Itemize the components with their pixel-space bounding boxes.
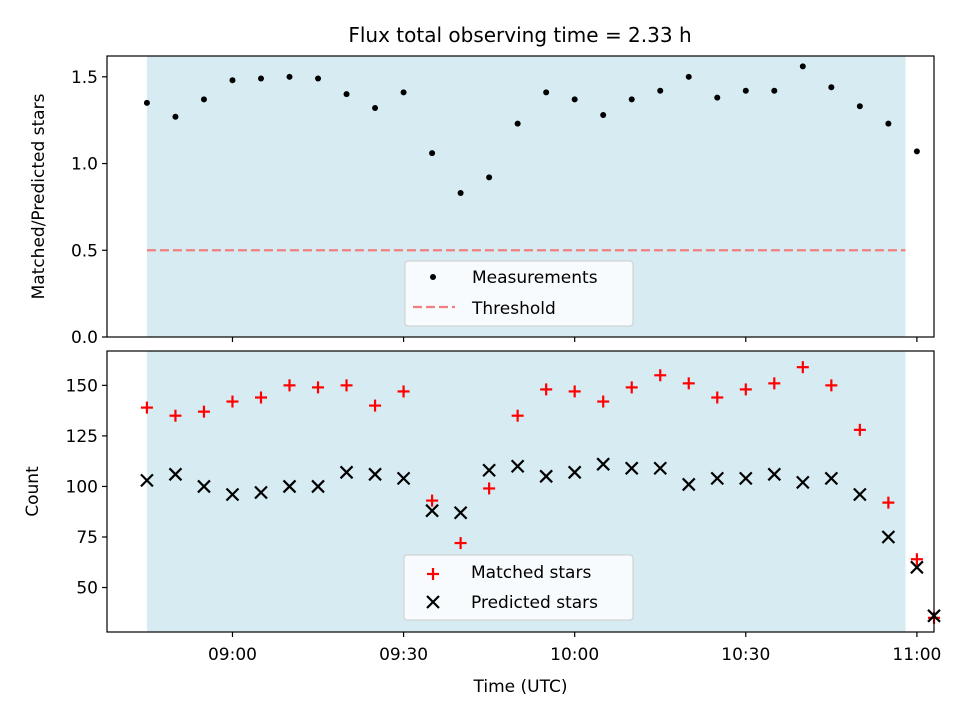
predicted-star-point — [539, 469, 553, 484]
predicted-star-point — [140, 473, 154, 488]
measurement-point — [714, 94, 721, 101]
y-axis-ticks: 50 75 100 125 150 — [66, 376, 107, 599]
measurement-point — [400, 89, 407, 96]
predicted-star-point — [482, 463, 496, 478]
predicted-star-point — [453, 505, 468, 520]
measurement-point — [172, 113, 179, 120]
predicted-star-point — [624, 461, 639, 476]
y-tick-label: 50 — [76, 579, 98, 599]
predicted-star-point — [910, 560, 924, 575]
measurement-point — [143, 99, 150, 106]
x-tick-label: 09:30 — [379, 645, 428, 665]
predicted-star-point — [225, 487, 240, 502]
measurement-point — [571, 96, 578, 103]
measurement-point — [257, 75, 264, 82]
measurement-points — [143, 63, 920, 197]
y-tick-label: 125 — [66, 427, 98, 447]
x-axis-ticks: 09:00 09:30 10:00 10:30 11:00 — [208, 632, 941, 665]
predicted-star-point — [311, 479, 325, 494]
predicted-star-point — [339, 465, 354, 480]
y-tick-label: 100 — [66, 477, 98, 497]
predicted-star-point — [425, 503, 439, 518]
predicted-star-point — [653, 461, 668, 476]
measurement-point — [200, 96, 207, 103]
predicted-star-point — [254, 485, 268, 500]
y-tick-label: 1.0 — [71, 155, 98, 175]
predicted-star-point — [567, 465, 582, 480]
predicted-star-point — [168, 467, 183, 482]
ratio-panel-frame — [106, 55, 935, 338]
measurement-point — [771, 87, 778, 94]
x-axis-label: Time (UTC) — [473, 677, 568, 697]
legend-measurements-label: Measurements — [472, 268, 598, 288]
measurement-point — [457, 190, 464, 197]
ratio-legend-box — [404, 260, 634, 327]
legend-matched-label: Matched stars — [471, 563, 591, 583]
count-legend: Matched stars Predicted stars — [403, 554, 634, 621]
legend-matched-marker — [427, 568, 439, 580]
predicted-star-point — [767, 467, 782, 482]
measurement-point — [856, 103, 863, 110]
predicted-star-point — [396, 471, 411, 486]
measurement-point — [600, 111, 607, 118]
predicted-stars-points — [140, 457, 941, 623]
predicted-star-point — [282, 479, 297, 494]
measurement-point — [628, 96, 635, 103]
measurement-point — [685, 73, 692, 80]
measurement-point — [286, 73, 293, 80]
measurement-point — [229, 77, 236, 84]
predicted-star-point — [796, 475, 810, 490]
predicted-star-point — [596, 457, 610, 471]
measurement-point — [885, 120, 892, 127]
measurement-point — [372, 105, 379, 112]
y-tick-label: 0.5 — [71, 241, 98, 261]
figure-title: Flux total observing time = 2.33 h — [348, 23, 691, 47]
measurement-point — [657, 87, 664, 94]
count-legend-box — [403, 554, 634, 621]
measurement-point — [913, 148, 920, 155]
legend-predicted-label: Predicted stars — [471, 593, 598, 613]
measurement-point — [343, 91, 350, 98]
predicted-star-point — [710, 471, 725, 486]
predicted-star-point — [739, 471, 753, 486]
measurement-point — [828, 84, 835, 91]
y-tick-label: 1.5 — [71, 68, 98, 88]
y-tick-label: 75 — [76, 528, 98, 548]
ratio-legend: Measurements Threshold — [404, 260, 634, 327]
x-tick-label: 09:00 — [208, 645, 257, 665]
y-tick-label: 0.0 — [71, 328, 98, 348]
measurement-point — [315, 75, 322, 82]
measurement-point — [514, 120, 521, 127]
measurement-point — [486, 174, 493, 181]
legend-predicted-marker — [426, 595, 440, 609]
y-tick-label: 150 — [66, 376, 98, 396]
predicted-star-point — [681, 477, 696, 492]
measurement-point — [543, 89, 550, 96]
count-y-axis-label: Count — [23, 466, 43, 517]
predicted-star-point — [368, 467, 382, 482]
x-axis-ticks — [231, 337, 918, 342]
matched-stars-points — [140, 361, 940, 624]
measurement-point — [429, 150, 436, 157]
measurement-point — [799, 63, 806, 70]
count-panel-frame — [106, 350, 935, 633]
predicted-star-point — [824, 471, 839, 486]
x-tick-label: 10:00 — [550, 645, 599, 665]
measurement-point — [742, 87, 749, 94]
legend-predicted-symbol — [426, 595, 440, 609]
predicted-star-point — [510, 459, 525, 474]
x-tick-label: 10:30 — [721, 645, 770, 665]
ratio-y-axis-label: Matched/Predicted stars — [29, 93, 49, 299]
x-tick-label: 11:00 — [892, 645, 941, 665]
predicted-star-point — [197, 479, 211, 494]
legend-measurement-marker — [430, 274, 436, 280]
predicted-star-point — [853, 487, 867, 502]
ratio-panel: 0.0 0.5 1.0 1.5 Matched/Predicted stars Mea… — [29, 55, 935, 348]
legend-threshold-label: Threshold — [471, 299, 556, 319]
y-axis-ticks: 0.0 0.5 1.0 1.5 — [71, 68, 107, 348]
predicted-star-point — [881, 530, 896, 544]
